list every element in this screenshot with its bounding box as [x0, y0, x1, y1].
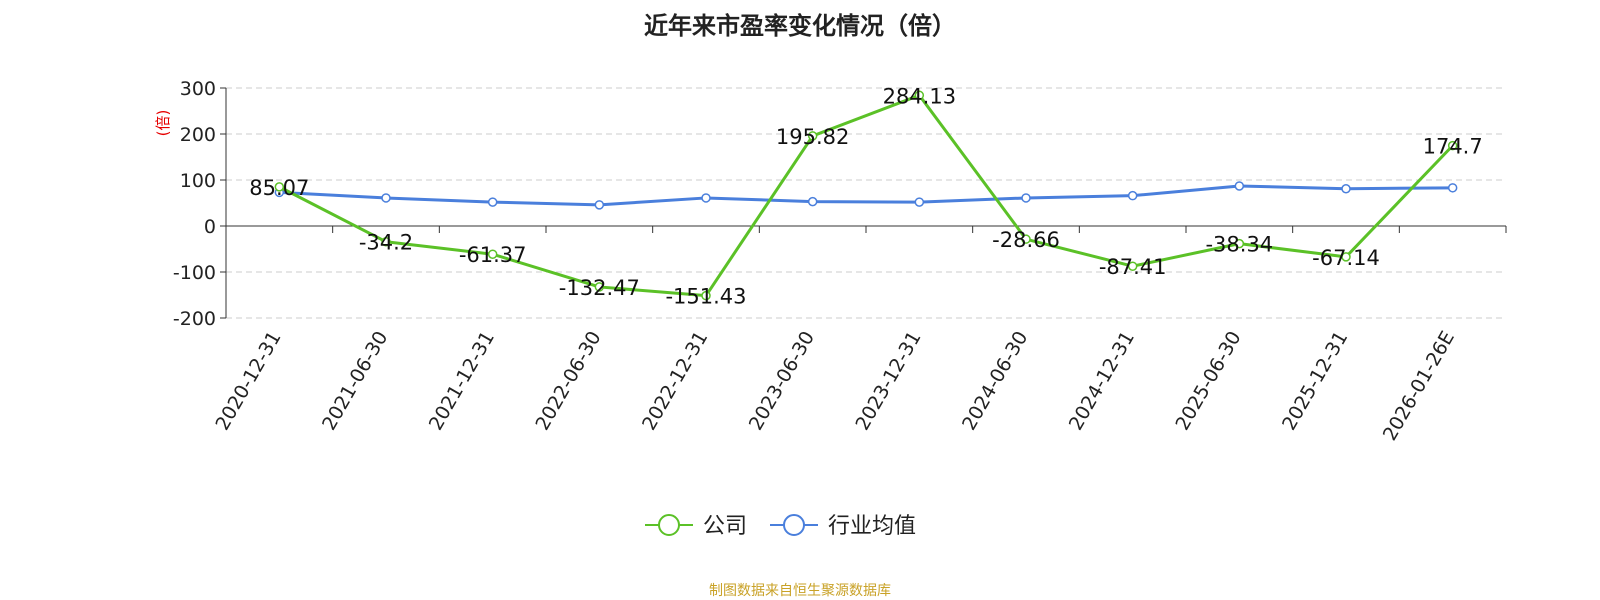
company-data-label: -28.66 — [992, 228, 1060, 252]
company-series-line — [278, 93, 1454, 298]
company-data-label: 174.7 — [1423, 135, 1483, 159]
company-data-point — [594, 282, 605, 292]
industry-data-point — [1234, 181, 1245, 191]
series-layer — [274, 90, 1458, 301]
y-tick-label: -100 — [173, 262, 216, 284]
company-data-point — [1127, 261, 1138, 271]
x-tick-label: 2020-12-31 — [211, 328, 285, 435]
company-data-point — [381, 236, 391, 247]
company-data-point — [1021, 234, 1031, 244]
y-tick-label: -200 — [173, 308, 216, 330]
company-data-label: -34.2 — [359, 231, 413, 255]
x-tick-label: 2023-06-30 — [745, 328, 819, 435]
pe-ratio-chart: 300 200 100 0 -100 -200 (倍) 2020-12-31 2021-06-3… — [154, 78, 1507, 539]
x-tick-label: 2021-06-30 — [318, 328, 392, 435]
company-data-label: 284.13 — [883, 84, 956, 108]
company-data-point — [1234, 238, 1245, 249]
industry-data-point — [1447, 183, 1458, 193]
industry-data-point — [807, 196, 818, 207]
legend: 公司 行业均值 — [645, 514, 916, 539]
industry-data-point — [1021, 193, 1031, 203]
company-data-label: -132.47 — [559, 276, 640, 300]
company-data-label: -38.34 — [1205, 233, 1273, 257]
company-data-point — [914, 90, 925, 101]
x-tick-label: 2024-12-31 — [1065, 328, 1139, 435]
gridlines — [226, 87, 1506, 319]
company-data-point — [487, 249, 498, 259]
data-labels: 85.07 -34.2 -61.37 -132.47 -151.43 195.82 284.… — [249, 84, 1482, 308]
legend-company-marker — [658, 514, 680, 536]
industry-data-point — [1127, 190, 1138, 201]
industry-data-point — [594, 200, 605, 210]
industry-data-point — [381, 193, 391, 203]
x-tick-label: 2026-01-26E — [1379, 328, 1459, 445]
y-tick-label: 300 — [180, 78, 216, 100]
chart-title: 近年来市盈率变化情况（倍） — [644, 12, 956, 40]
x-tick-label: 2023-12-31 — [851, 328, 925, 435]
y-tick-label: 200 — [180, 124, 216, 146]
company-data-label: -61.37 — [459, 243, 527, 267]
industry-series-line — [279, 184, 1453, 207]
company-data-point — [1341, 252, 1351, 262]
industry-data-point — [914, 197, 925, 207]
company-data-point — [807, 131, 818, 141]
industry-data-point — [701, 193, 711, 203]
legend-industry-marker — [783, 514, 805, 536]
y-tick-label: 0 — [204, 216, 216, 238]
x-tick-label: 2024-06-30 — [958, 328, 1032, 435]
company-data-point — [701, 290, 711, 301]
x-tick-label: 2022-06-30 — [531, 328, 605, 435]
y-axis-unit-label: (倍) — [154, 110, 172, 137]
company-data-label: 195.82 — [776, 125, 849, 149]
company-data-label: -87.41 — [1099, 255, 1167, 279]
x-tick-label: 2025-06-30 — [1171, 328, 1245, 435]
y-tick-label: 100 — [180, 170, 216, 192]
company-data-label: 85.07 — [249, 176, 309, 200]
legend-industry-label: 行业均值 — [828, 514, 916, 539]
x-tick-label: 2022-12-31 — [638, 328, 712, 435]
legend-company-label: 公司 — [703, 514, 747, 539]
x-tick-label: 2021-12-31 — [425, 328, 499, 435]
industry-data-point — [487, 197, 498, 207]
company-data-label: -67.14 — [1312, 246, 1380, 270]
industry-data-point — [1341, 183, 1351, 194]
company-data-label: -151.43 — [665, 285, 746, 309]
x-tick-label: 2025-12-31 — [1278, 328, 1352, 435]
data-source-note: 制图数据来自恒生聚源数据库 — [709, 583, 891, 599]
company-data-point — [1447, 140, 1458, 151]
company-data-point — [274, 182, 285, 192]
